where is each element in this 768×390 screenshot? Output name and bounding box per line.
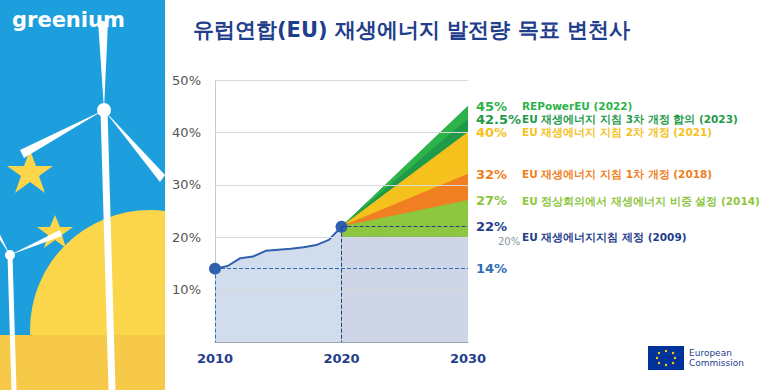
svg-text:10%: 10% — [172, 282, 201, 297]
svg-text:유럽연합(EU) 재생에너지 발전량 목표 변천사: 유럽연합(EU) 재생에너지 발전량 목표 변천사 — [193, 18, 630, 42]
svg-text:20%: 20% — [498, 236, 520, 247]
svg-text:30%: 30% — [172, 177, 201, 192]
svg-text:EU 재생에너지 지침 1차 개정 (2018): EU 재생에너지 지침 1차 개정 (2018) — [522, 168, 712, 180]
svg-text:14%: 14% — [476, 261, 507, 276]
svg-text:32%: 32% — [476, 167, 507, 182]
svg-text:50%: 50% — [172, 73, 201, 88]
svg-text:20%: 20% — [172, 230, 201, 245]
svg-text:22%: 22% — [476, 219, 507, 234]
svg-text:2030: 2030 — [450, 351, 486, 366]
svg-text:45%: 45% — [476, 98, 508, 114]
html-text:European Commission: European Commission — [689, 348, 744, 368]
svg-text:42.5%: 42.5% — [476, 111, 522, 127]
svg-text:40%: 40% — [476, 125, 507, 140]
svg-text:2010: 2010 — [197, 351, 233, 366]
svg-text:40%: 40% — [172, 125, 201, 140]
svg-text:EU 재생에너지지침 제정 (2009): EU 재생에너지지침 제정 (2009) — [522, 231, 687, 243]
svg-text:EU 재생에너지 지침 3차 개정 합의 (2023): EU 재생에너지 지침 3차 개정 합의 (2023) — [522, 113, 738, 125]
svg-text:2020: 2020 — [323, 351, 359, 366]
svg-text:EU 정상회의에서 재생에너지 비중 설정 (2014): EU 정상회의에서 재생에너지 비중 설정 (2014) — [522, 195, 760, 207]
svg-text:EU 재생에너지 지침 2차 개정 (2021): EU 재생에너지 지침 2차 개정 (2021) — [522, 126, 712, 138]
svg-text:27%: 27% — [476, 193, 507, 208]
svg-text:REPowerEU (2022): REPowerEU (2022) — [522, 100, 632, 112]
html-text:greenium: greenium — [12, 8, 125, 32]
